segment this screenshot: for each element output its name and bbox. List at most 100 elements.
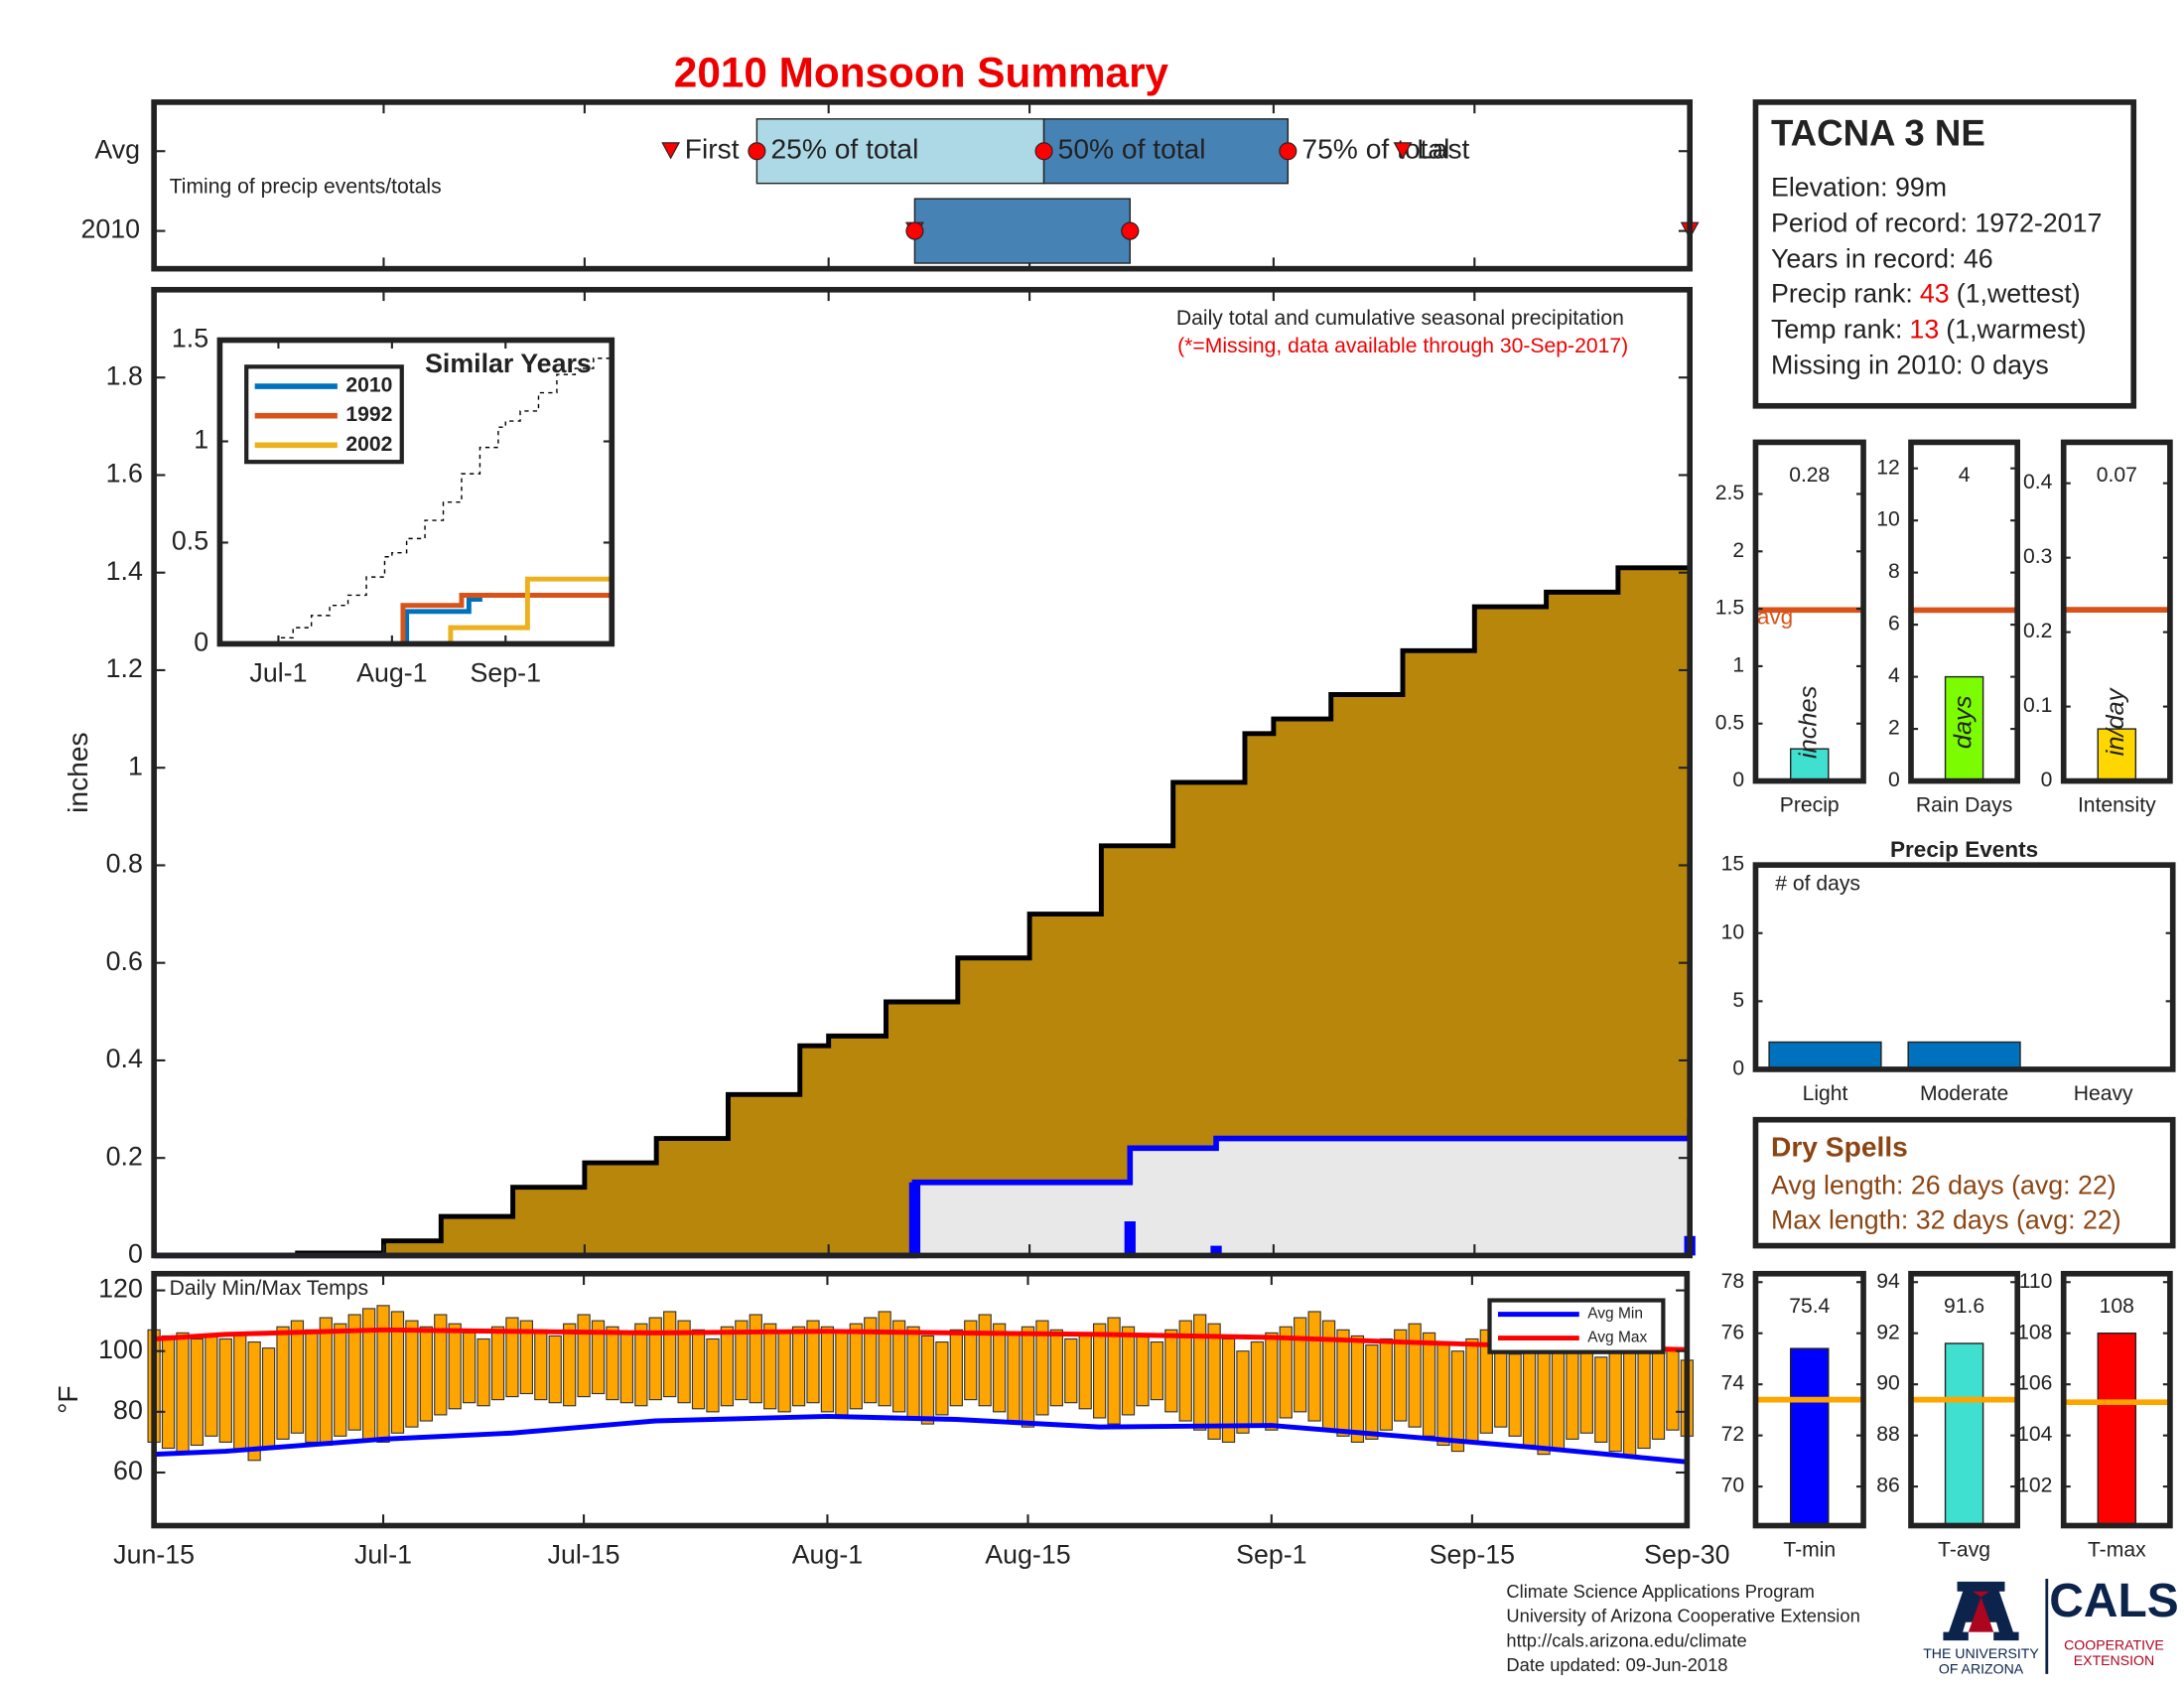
y-tick-label: 2.5 <box>1715 482 1744 504</box>
rank-text: Temp rank: <box>1771 314 1902 344</box>
temp-bar <box>233 1332 247 1453</box>
station-line: Period of record: 1972-2017 <box>1771 208 2102 237</box>
bar <box>1768 1041 1882 1070</box>
value-label: 91.6 <box>1944 1295 1984 1318</box>
temp-bar <box>964 1320 978 1401</box>
temp-bar <box>1422 1332 1436 1437</box>
value-label: 75.4 <box>1789 1295 1830 1318</box>
x-tick-label: Light <box>1803 1082 1848 1105</box>
y-tick-label: 2 <box>1888 717 1900 740</box>
temp-bar <box>1508 1353 1522 1437</box>
temp-bar <box>749 1314 762 1404</box>
x-tick-label: Sep-1 <box>1236 1540 1306 1570</box>
legend-label: Avg Max <box>1587 1330 1647 1346</box>
station-missing: Missing in 2010: 0 days <box>1771 350 2049 379</box>
y-tick-label: 2 <box>1732 539 1744 562</box>
y-tick-label: 110 <box>2019 1270 2053 1293</box>
chart-title: Precip Events <box>1890 837 2038 862</box>
timing-triangle <box>1393 142 1413 160</box>
temp-bar <box>1450 1350 1465 1453</box>
category-label: T-avg <box>1938 1538 1990 1561</box>
temp-bar <box>891 1320 906 1413</box>
temp-bar <box>820 1326 835 1413</box>
temp-bar <box>1522 1344 1537 1447</box>
unit-label: days <box>1949 695 1977 749</box>
temp-bar <box>1608 1347 1622 1453</box>
x-tick-label: Sep-15 <box>1430 1540 1515 1570</box>
row-label: Avg <box>94 134 140 164</box>
y-tick-label: 0.5 <box>1715 711 1744 734</box>
timing-box <box>913 198 1132 264</box>
y-tick-label: 0.3 <box>2023 545 2052 568</box>
temp-bar <box>347 1314 361 1431</box>
row-label: 2010 <box>80 214 140 244</box>
temp-bar <box>176 1332 190 1456</box>
annotation: Daily total and cumulative seasonal prec… <box>1176 307 1624 330</box>
temp-bar <box>777 1332 791 1413</box>
y-tick-label: 10 <box>1721 920 1745 943</box>
y-tick-label: 1.5 <box>172 324 208 353</box>
temp-bar <box>1035 1320 1049 1416</box>
temp-bar <box>1294 1317 1307 1413</box>
y-tick-label: 74 <box>1721 1372 1745 1395</box>
frame <box>1752 439 1866 784</box>
temp-bar <box>190 1337 205 1447</box>
temp-bar <box>1107 1317 1121 1425</box>
temp-bar <box>663 1311 677 1398</box>
y-tick-label: 0.8 <box>106 849 143 879</box>
dry-spells-title: Dry Spells <box>1771 1131 1908 1163</box>
bar <box>1944 1342 1984 1527</box>
temp-bar <box>1265 1332 1279 1431</box>
y-tick-label: 104 <box>2017 1423 2053 1446</box>
temp-bar <box>978 1314 992 1407</box>
x-tick-label: Jul-1 <box>249 658 307 688</box>
temp-bar <box>634 1323 648 1407</box>
rank-note: (1,wettest) <box>1957 279 2081 309</box>
y-tick-label: 0 <box>1732 769 1744 791</box>
annotation-missing: (*=Missing, data available through 30-Se… <box>1177 335 1628 357</box>
temp-bar <box>878 1311 891 1407</box>
temp-bar <box>992 1323 1007 1413</box>
temp-bar <box>161 1335 176 1450</box>
temp-bar <box>806 1320 820 1404</box>
temp-bar <box>648 1317 662 1401</box>
ua-text: THE UNIVERSITY <box>1923 1645 2039 1661</box>
y-tick-label: 1 <box>128 751 143 780</box>
temp-bar <box>1479 1329 1493 1434</box>
temp-bar <box>849 1323 863 1410</box>
temp-bar <box>319 1317 333 1447</box>
y-tick-label: 1 <box>194 425 208 455</box>
rank-value: 13 <box>1909 314 1939 344</box>
temp-bar <box>276 1326 290 1440</box>
y-tick-label: 94 <box>1876 1270 1900 1293</box>
dry-spells-box <box>1752 1116 2176 1249</box>
y-tick-label: 1.5 <box>1715 597 1744 620</box>
temp-bar <box>763 1323 777 1410</box>
x-tick-label: Jun-15 <box>113 1540 195 1570</box>
unit-label: inches <box>1794 685 1822 759</box>
y-tick-label: 1.6 <box>106 459 143 489</box>
rank-text: Precip rank: <box>1771 279 1913 309</box>
y-tick-label: 0 <box>194 628 208 657</box>
temp-bar <box>205 1335 218 1437</box>
avg-temp-line <box>154 1413 1688 1465</box>
timing-label: Last <box>1417 133 1469 165</box>
temp-bar <box>376 1305 390 1443</box>
timing-dot <box>1279 142 1297 161</box>
station-rank: Precip rank: 43 (1,wettest) <box>1771 279 2081 309</box>
temp-bar <box>864 1317 878 1404</box>
y-tick-label: 106 <box>2017 1372 2052 1395</box>
temp-bar <box>691 1329 706 1410</box>
legend-label: 2002 <box>345 433 392 456</box>
footer-line: Climate Science Applications Program <box>1506 1581 1815 1602</box>
daily-bar <box>1124 1221 1136 1256</box>
legend-label: 2010 <box>345 374 392 397</box>
daily-bar <box>908 1182 921 1256</box>
temp-bar <box>906 1326 920 1419</box>
temp-bar <box>419 1326 433 1422</box>
temp-bar <box>1136 1335 1150 1407</box>
temp-bar <box>563 1323 577 1407</box>
x-tick-label: Sep-1 <box>471 658 541 688</box>
temp-bar <box>305 1329 319 1443</box>
station-name: TACNA 3 NE <box>1771 112 1985 153</box>
